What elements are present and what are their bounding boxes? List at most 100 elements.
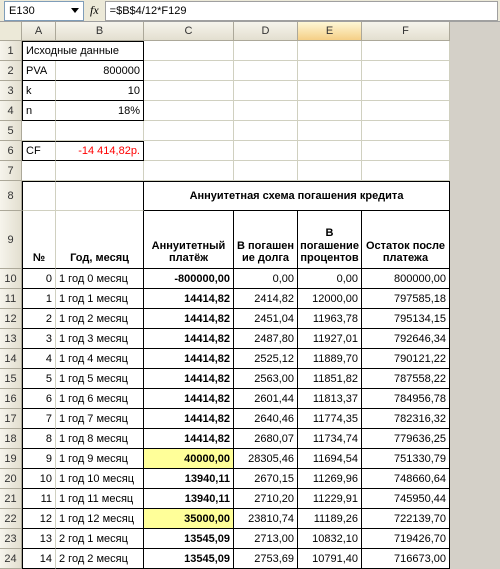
annuity-section-title[interactable]: Аннуитетная схема погашения кредита — [144, 181, 450, 211]
table-row-payment[interactable]: 13545,09 — [144, 529, 234, 549]
table-row-principal[interactable]: 0,00 — [234, 269, 298, 289]
table-row-period[interactable]: 1 год 11 месяц — [56, 489, 144, 509]
row-header-13[interactable]: 13 — [0, 329, 22, 349]
table-row-period[interactable]: 1 год 2 месяц — [56, 309, 144, 329]
empty-cell[interactable] — [298, 101, 362, 121]
select-all-corner[interactable] — [0, 22, 22, 41]
empty-cell[interactable] — [234, 61, 298, 81]
table-row-payment[interactable]: 40000,00 — [144, 449, 234, 469]
fx-label[interactable]: fx — [90, 3, 99, 18]
table-row-period[interactable]: 1 год 3 месяц — [56, 329, 144, 349]
row-header-6[interactable]: 6 — [0, 141, 22, 161]
table-row-period[interactable]: 1 год 12 месяц — [56, 509, 144, 529]
col-header-principal[interactable]: В погашен ие долга — [234, 211, 298, 269]
table-row-num[interactable]: 5 — [22, 369, 56, 389]
row-header-9[interactable]: 9 — [0, 211, 22, 269]
table-row-interest[interactable]: 11694,54 — [298, 449, 362, 469]
table-row-balance[interactable]: 716673,00 — [362, 549, 450, 569]
row-header-4[interactable]: 4 — [0, 101, 22, 121]
empty-cell[interactable] — [234, 41, 298, 61]
table-row-principal[interactable]: 2640,46 — [234, 409, 298, 429]
table-row-num[interactable]: 6 — [22, 389, 56, 409]
table-row-principal[interactable]: 2525,12 — [234, 349, 298, 369]
table-row-interest[interactable]: 11963,78 — [298, 309, 362, 329]
table-row-interest[interactable]: 11229,91 — [298, 489, 362, 509]
table-row-balance[interactable]: 795134,15 — [362, 309, 450, 329]
k-value[interactable]: 10 — [56, 81, 144, 101]
empty-cell[interactable] — [144, 161, 234, 181]
row-header-22[interactable]: 22 — [0, 509, 22, 529]
table-row-payment[interactable]: 13545,09 — [144, 549, 234, 569]
empty-cell[interactable] — [362, 161, 450, 181]
col-header-balance[interactable]: Остаток после платежа — [362, 211, 450, 269]
col-header-period[interactable]: Год, месяц — [56, 211, 144, 269]
table-row-num[interactable]: 3 — [22, 329, 56, 349]
table-row-principal[interactable]: 2414,82 — [234, 289, 298, 309]
table-row-interest[interactable]: 11774,35 — [298, 409, 362, 429]
empty-cell[interactable] — [144, 141, 234, 161]
row-header-5[interactable]: 5 — [0, 121, 22, 141]
table-row-balance[interactable]: 787558,22 — [362, 369, 450, 389]
table-row-balance[interactable]: 782316,32 — [362, 409, 450, 429]
col-header-payment[interactable]: Аннуитетный платёж — [144, 211, 234, 269]
table-row-principal[interactable]: 2680,07 — [234, 429, 298, 449]
row-header-12[interactable]: 12 — [0, 309, 22, 329]
k-label[interactable]: k — [22, 81, 56, 101]
empty-cell[interactable] — [362, 141, 450, 161]
row-header-15[interactable]: 15 — [0, 369, 22, 389]
table-row-principal[interactable]: 2670,15 — [234, 469, 298, 489]
pva-value[interactable]: 800000 — [56, 61, 144, 81]
table-row-period[interactable]: 1 год 10 месяц — [56, 469, 144, 489]
table-row-principal[interactable]: 28305,46 — [234, 449, 298, 469]
table-row-num[interactable]: 0 — [22, 269, 56, 289]
formula-input[interactable]: =$B$4/12*F129 — [105, 1, 498, 21]
empty-cell[interactable] — [144, 41, 234, 61]
column-header-E[interactable]: E — [298, 22, 362, 41]
table-row-interest[interactable]: 0,00 — [298, 269, 362, 289]
row-header-14[interactable]: 14 — [0, 349, 22, 369]
table-row-num[interactable]: 9 — [22, 449, 56, 469]
empty-cell[interactable] — [234, 101, 298, 121]
table-row-period[interactable]: 2 год 2 месяц — [56, 549, 144, 569]
table-row-balance[interactable]: 790121,22 — [362, 349, 450, 369]
spreadsheet-grid[interactable]: ABCDEF1Исходные данные2PVA8000003k104n18… — [0, 22, 500, 569]
table-row-payment[interactable]: 35000,00 — [144, 509, 234, 529]
table-row-interest[interactable]: 11189,26 — [298, 509, 362, 529]
empty-cell[interactable] — [298, 81, 362, 101]
empty-cell[interactable] — [234, 161, 298, 181]
column-header-A[interactable]: A — [22, 22, 56, 41]
name-box[interactable]: E130 — [4, 1, 84, 21]
row-header-18[interactable]: 18 — [0, 429, 22, 449]
table-row-interest[interactable]: 11734,74 — [298, 429, 362, 449]
table-row-interest[interactable]: 11269,96 — [298, 469, 362, 489]
table-row-num[interactable]: 7 — [22, 409, 56, 429]
table-row-interest[interactable]: 11889,70 — [298, 349, 362, 369]
table-row-period[interactable]: 1 год 5 месяц — [56, 369, 144, 389]
empty-cell[interactable] — [22, 121, 56, 141]
table-row-principal[interactable]: 2451,04 — [234, 309, 298, 329]
table-row-payment[interactable]: 14414,82 — [144, 369, 234, 389]
table-row-payment[interactable]: 14414,82 — [144, 429, 234, 449]
column-header-C[interactable]: C — [144, 22, 234, 41]
empty-cell[interactable] — [56, 161, 144, 181]
table-row-payment[interactable]: 14414,82 — [144, 289, 234, 309]
empty-cell[interactable] — [362, 61, 450, 81]
table-row-payment[interactable]: 14414,82 — [144, 329, 234, 349]
table-row-principal[interactable]: 2710,20 — [234, 489, 298, 509]
table-row-payment[interactable]: 14414,82 — [144, 409, 234, 429]
table-row-payment[interactable]: 14414,82 — [144, 389, 234, 409]
empty-cell[interactable] — [298, 121, 362, 141]
row-header-3[interactable]: 3 — [0, 81, 22, 101]
empty-cell[interactable] — [362, 41, 450, 61]
cf-label[interactable]: CF — [22, 141, 56, 161]
row-header-2[interactable]: 2 — [0, 61, 22, 81]
empty-cell[interactable] — [362, 81, 450, 101]
cf-value[interactable]: -14 414,82р. — [56, 141, 144, 161]
row-header-21[interactable]: 21 — [0, 489, 22, 509]
col-header-num[interactable]: № — [22, 211, 56, 269]
table-row-num[interactable]: 11 — [22, 489, 56, 509]
table-row-balance[interactable]: 800000,00 — [362, 269, 450, 289]
table-row-period[interactable]: 1 год 4 месяц — [56, 349, 144, 369]
input-data-title[interactable]: Исходные данные — [22, 41, 144, 61]
table-row-balance[interactable]: 797585,18 — [362, 289, 450, 309]
